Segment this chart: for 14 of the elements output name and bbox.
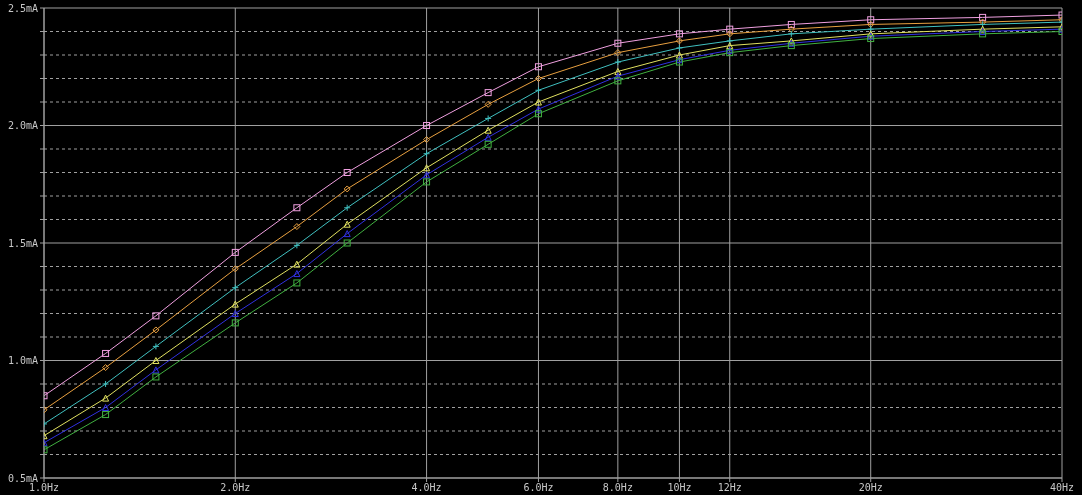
x-tick-label: 12Hz (717, 482, 742, 494)
x-tick-label: 10Hz (667, 482, 692, 494)
y-tick-label: 2.0mA (7, 120, 38, 132)
x-tick-label: 8.0Hz (602, 482, 633, 494)
y-tick-label: 1.5mA (7, 237, 38, 249)
x-tick-label: 2.0Hz (220, 482, 251, 494)
x-tick-label: 4.0Hz (411, 482, 442, 494)
x-tick-label: 6.0Hz (523, 482, 554, 494)
y-tick-label: 1.0mA (7, 355, 38, 367)
y-tick-label: 2.5mA (7, 2, 38, 14)
x-tick-label: 20Hz (858, 482, 883, 494)
x-tick-label: 40Hz (1049, 482, 1075, 494)
y-tick-label: 0.5mA (7, 472, 38, 484)
x-tick-label: 1.0Hz (28, 482, 60, 494)
